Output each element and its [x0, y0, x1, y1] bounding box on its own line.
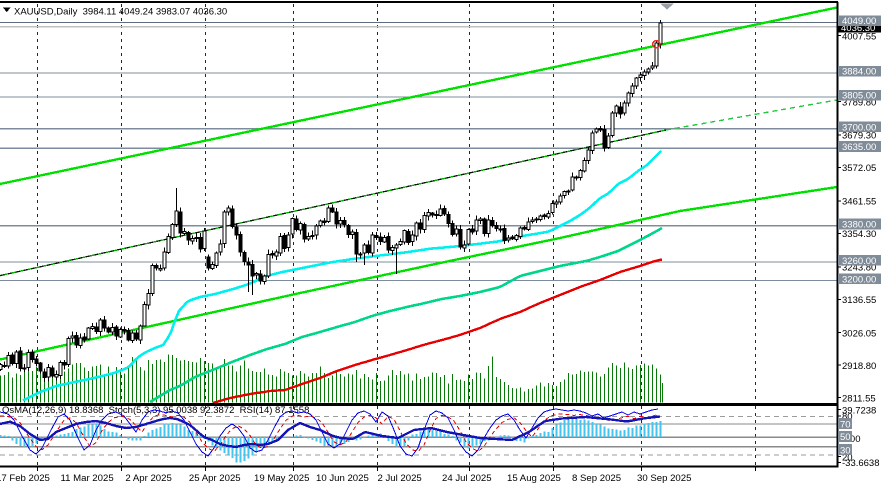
svg-text:25 Apr 2025: 25 Apr 2025 [189, 473, 241, 484]
svg-text:3635.00: 3635.00 [842, 142, 876, 153]
svg-text:70: 70 [840, 419, 851, 430]
svg-text:17 Feb 2025: 17 Feb 2025 [0, 473, 50, 484]
svg-text:2918.80: 2918.80 [842, 361, 876, 372]
svg-text:3789.80: 3789.80 [842, 97, 876, 108]
svg-text:3136.55: 3136.55 [842, 295, 876, 306]
svg-text:-33.6638: -33.6638 [842, 458, 880, 469]
svg-text:4007.55: 4007.55 [842, 31, 876, 42]
svg-text:80: 80 [842, 412, 853, 423]
svg-text:2 Apr 2025: 2 Apr 2025 [125, 473, 171, 484]
svg-text:20: 20 [842, 452, 853, 463]
svg-text:3200.00: 3200.00 [842, 274, 876, 285]
svg-text:3572.05: 3572.05 [842, 163, 876, 174]
svg-text:3679.30: 3679.30 [842, 131, 876, 142]
svg-text:50: 50 [840, 432, 851, 443]
svg-text:3461.55: 3461.55 [842, 197, 876, 208]
svg-text:3026.05: 3026.05 [842, 329, 876, 340]
svg-text:3354.30: 3354.30 [842, 229, 876, 240]
svg-text:2811.55: 2811.55 [842, 394, 876, 405]
svg-text:30 Sep 2025: 30 Sep 2025 [637, 473, 691, 484]
svg-text:11 Mar 2025: 11 Mar 2025 [61, 473, 114, 484]
svg-text:24 Jul 2025: 24 Jul 2025 [442, 473, 492, 484]
svg-text:8 Sep 2025: 8 Sep 2025 [572, 473, 621, 484]
svg-text:XAUUSD,Daily 3984.11 4049.24: XAUUSD,Daily 3984.11 4049.24 3983.07 403… [14, 7, 227, 18]
svg-text:2 Jul 2025: 2 Jul 2025 [378, 473, 422, 484]
svg-text:4049.00: 4049.00 [842, 16, 876, 27]
svg-text:3805.00: 3805.00 [842, 91, 876, 102]
svg-text:19 May 2025: 19 May 2025 [254, 473, 309, 484]
svg-text:10 Jun 2025: 10 Jun 2025 [316, 473, 369, 484]
svg-text:3260.00: 3260.00 [842, 256, 876, 267]
svg-text:15 Aug 2025: 15 Aug 2025 [507, 473, 561, 484]
svg-text:39.7238: 39.7238 [842, 406, 876, 417]
svg-text:4036.30: 4036.30 [841, 23, 875, 34]
svg-text:3380.00: 3380.00 [842, 220, 876, 231]
svg-text:3884.00: 3884.00 [842, 67, 876, 78]
svg-text:3243.80: 3243.80 [842, 263, 876, 274]
svg-text:30: 30 [840, 446, 851, 457]
svg-text:3700.00: 3700.00 [842, 122, 876, 133]
